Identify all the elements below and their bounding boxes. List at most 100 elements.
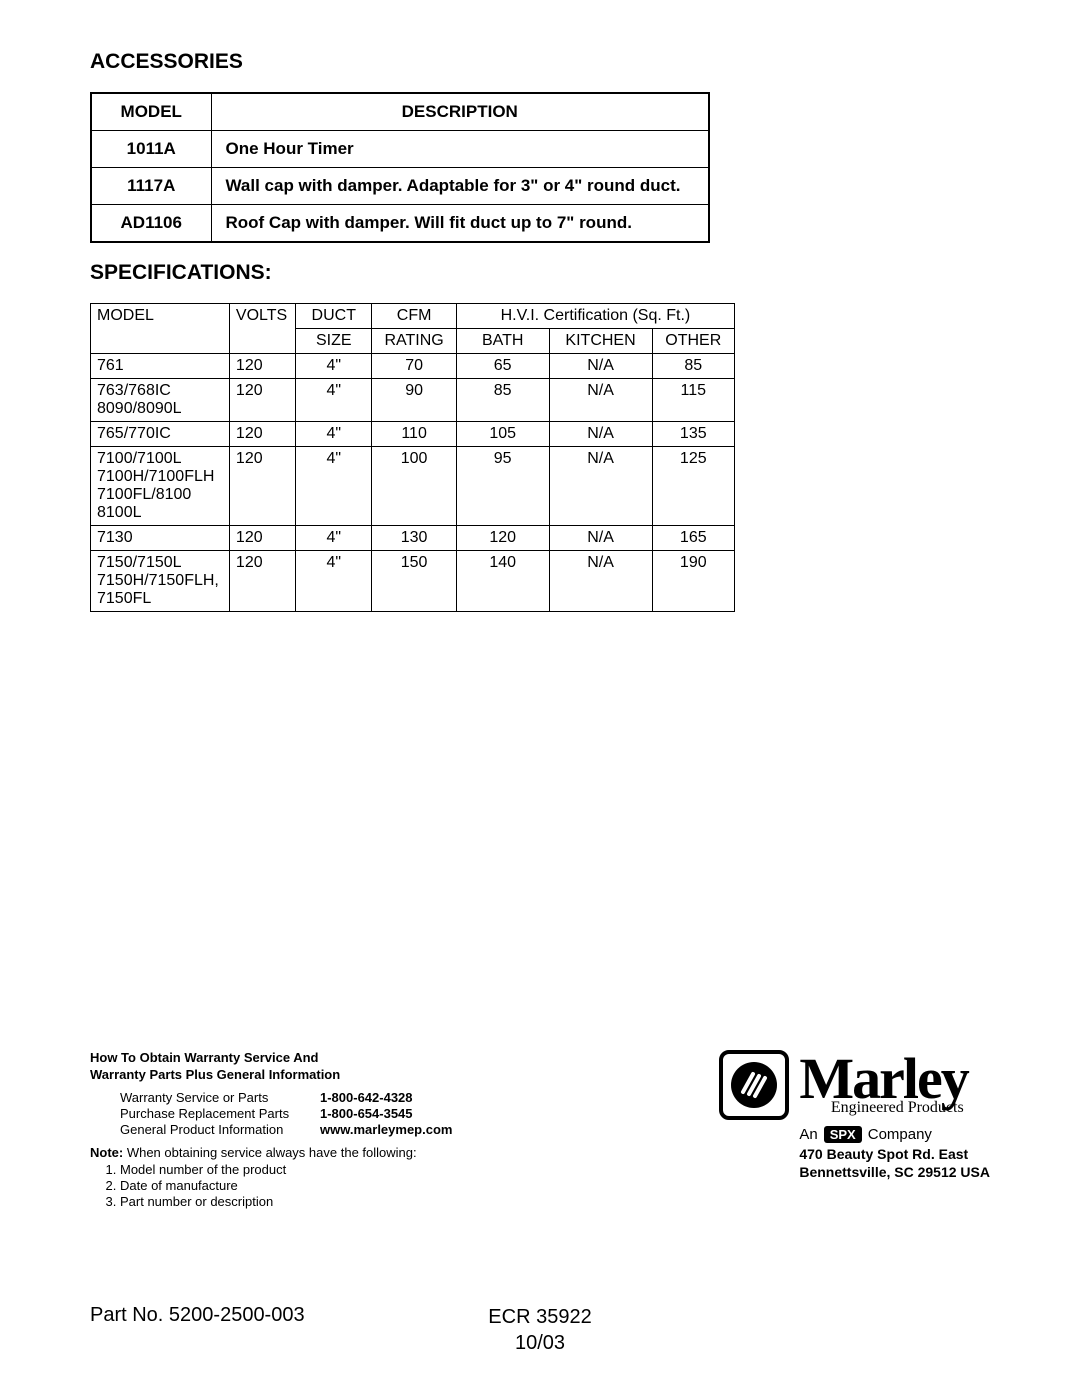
col-kitchen: KITCHEN [549,329,652,354]
col-model: MODEL [91,304,230,354]
col-volts: VOLTS [229,304,295,354]
cell-cfm: 100 [372,447,456,526]
cell-bath: 85 [456,379,549,422]
cell-bath: 95 [456,447,549,526]
company-address-line2: Bennettsville, SC 29512 USA [799,1163,990,1181]
table-row: 1011A One Hour Timer [91,131,709,168]
list-item: General Product Information www.marleyme… [120,1122,452,1137]
cell-cfm: 130 [372,526,456,551]
cell-kitchen: N/A [549,379,652,422]
cell-model: 1011A [91,131,211,168]
cell-duct: 4" [296,526,372,551]
note-label: Note: [90,1145,123,1160]
cell-duct: 4" [296,379,372,422]
contact-value: www.marleymep.com [320,1122,452,1137]
spx-company: Company [868,1126,932,1143]
table-row: 7611204"7065N/A85 [91,354,735,379]
contact-label: General Product Information [120,1122,320,1137]
cell-other: 190 [652,551,734,612]
warranty-note-list: Model number of the product Date of manu… [120,1162,452,1209]
col-other: OTHER [652,329,734,354]
footer-date: 10/03 [488,1330,591,1356]
contact-label: Purchase Replacement Parts [120,1106,320,1121]
col-hvi: H.V.I. Certification (Sq. Ft.) [456,304,734,329]
col-model: MODEL [91,93,211,131]
table-row: 763/768IC8090/8090L1204"9085N/A115 [91,379,735,422]
cell-model: AD1106 [91,205,211,243]
cell-model: 7100/7100L7100H/7100FLH7100FL/81008100L [91,447,230,526]
table-row: 7150/7150L7150H/7150FLH,7150FL1204"15014… [91,551,735,612]
list-item: Date of manufacture [120,1178,452,1193]
cell-duct: 4" [296,447,372,526]
contact-value: 1-800-654-3545 [320,1106,413,1121]
cell-model: 7130 [91,526,230,551]
list-item: Purchase Replacement Parts 1-800-654-354… [120,1106,452,1121]
cell-desc: Roof Cap with damper. Will fit duct up t… [211,205,709,243]
warranty-info: How To Obtain Warranty Service And Warra… [90,1050,452,1217]
warranty-title-line2: Warranty Parts Plus General Information [90,1067,452,1084]
spx-an: An [799,1126,817,1143]
cell-other: 115 [652,379,734,422]
warranty-title-line1: How To Obtain Warranty Service And [90,1050,452,1067]
ecr-number: ECR 35922 [488,1304,591,1330]
table-row: 765/770IC1204"110105N/A135 [91,422,735,447]
cell-duct: 4" [296,422,372,447]
cell-kitchen: N/A [549,422,652,447]
spec-header-row-1: MODEL VOLTS DUCT CFM H.V.I. Certificatio… [91,304,735,329]
cell-model: 7150/7150L7150H/7150FLH,7150FL [91,551,230,612]
cell-model: 763/768IC8090/8090L [91,379,230,422]
table-row: 1117A Wall cap with damper. Adaptable fo… [91,168,709,205]
cell-desc: One Hour Timer [211,131,709,168]
cell-other: 125 [652,447,734,526]
warranty-contacts-list: Warranty Service or Parts 1-800-642-4328… [120,1090,452,1137]
cell-bath: 105 [456,422,549,447]
warranty-note: Note: When obtaining service always have… [90,1145,452,1160]
accessories-heading: ACCESSORIES [90,50,990,74]
cell-kitchen: N/A [549,354,652,379]
specifications-heading: SPECIFICATIONS: [90,261,990,285]
contact-value: 1-800-642-4328 [320,1090,413,1105]
cell-cfm: 150 [372,551,456,612]
cell-other: 135 [652,422,734,447]
cell-model: 761 [91,354,230,379]
cell-other: 165 [652,526,734,551]
col-duct: DUCT [296,304,372,329]
cell-volts: 120 [229,447,295,526]
cell-model: 1117A [91,168,211,205]
cell-volts: 120 [229,379,295,422]
part-number: Part No. 5200-2500-003 [90,1304,305,1327]
cell-volts: 120 [229,354,295,379]
col-cfm: CFM [372,304,456,329]
cell-cfm: 90 [372,379,456,422]
marley-logo-icon [719,1050,789,1120]
cell-cfm: 70 [372,354,456,379]
cell-kitchen: N/A [549,447,652,526]
cell-kitchen: N/A [549,551,652,612]
spx-badge: SPX [824,1126,862,1143]
cell-duct: 4" [296,551,372,612]
cell-cfm: 110 [372,422,456,447]
accessories-table: MODEL DESCRIPTION 1011A One Hour Timer 1… [90,92,710,243]
col-duct-size: SIZE [296,329,372,354]
table-row: AD1106 Roof Cap with damper. Will fit du… [91,205,709,243]
cell-kitchen: N/A [549,526,652,551]
table-row: 7100/7100L7100H/7100FLH7100FL/81008100L1… [91,447,735,526]
cell-bath: 140 [456,551,549,612]
company-name: Marley [799,1054,967,1103]
cell-bath: 120 [456,526,549,551]
table-header-row: MODEL DESCRIPTION [91,93,709,131]
cell-duct: 4" [296,354,372,379]
specifications-table: MODEL VOLTS DUCT CFM H.V.I. Certificatio… [90,303,735,612]
cell-other: 85 [652,354,734,379]
page-footer: Part No. 5200-2500-003 ECR 35922 10/03 [90,1304,990,1327]
cell-volts: 120 [229,422,295,447]
contact-label: Warranty Service or Parts [120,1090,320,1105]
list-item: Model number of the product [120,1162,452,1177]
list-item: Warranty Service or Parts 1-800-642-4328 [120,1090,452,1105]
note-text: When obtaining service always have the f… [123,1145,416,1160]
list-item: Part number or description [120,1194,452,1209]
company-logo-block: Marley Engineered Products An SPX Compan… [719,1050,990,1181]
cell-model: 765/770IC [91,422,230,447]
company-address-line1: 470 Beauty Spot Rd. East [799,1145,990,1163]
col-description: DESCRIPTION [211,93,709,131]
